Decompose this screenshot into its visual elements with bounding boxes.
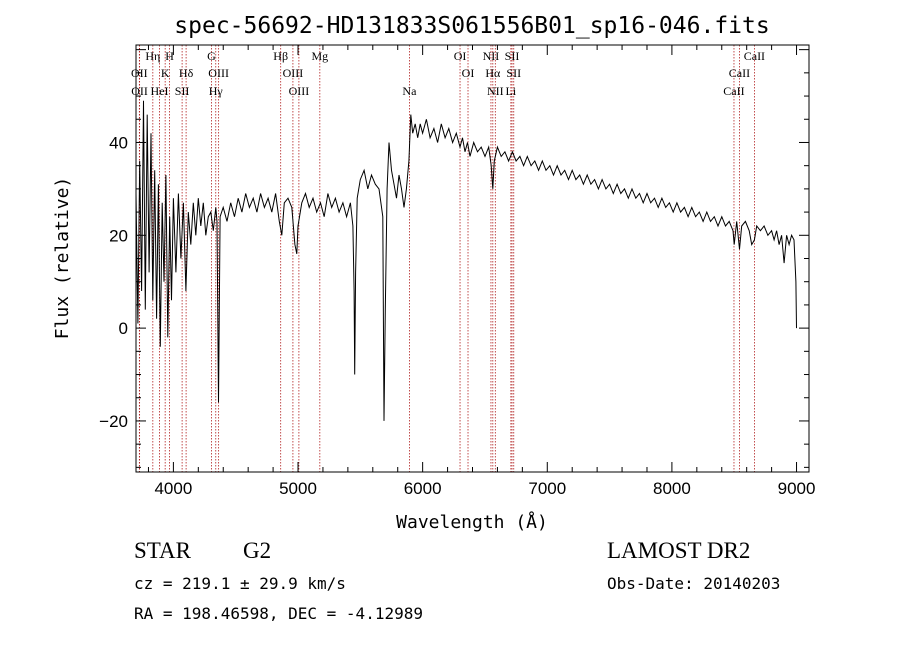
x-axis-label: Wavelength (Å) [396, 511, 548, 533]
x-tick-label: 5000 [279, 479, 317, 498]
spectral-line-label: H [165, 49, 174, 63]
x-tick-label: 8000 [653, 479, 691, 498]
spectral-line-label: Hβ [273, 49, 288, 63]
spectral-line-label: G [207, 49, 216, 63]
spectral-line-label: CaII [723, 84, 744, 98]
spectral-line-label: Hδ [179, 66, 194, 80]
x-tick-label: 6000 [404, 479, 442, 498]
spectral-line-label: OII [131, 84, 148, 98]
spectral-line-label: K [161, 66, 170, 80]
spectral-line-label: OIII [208, 66, 229, 80]
x-tick-label: 7000 [528, 479, 566, 498]
spectral-line-label: HeI [151, 84, 169, 98]
spectral-line-label: SII [505, 49, 520, 63]
spectral-line-markers [138, 45, 755, 472]
chart-title: spec-56692-HD131833S061556B01_sp16-046.f… [174, 13, 769, 39]
spectral-line-label: OI [454, 49, 467, 63]
spectral-line-label: SII [175, 84, 190, 98]
y-tick-label: 40 [109, 133, 128, 152]
spectral-line-label: Hη [145, 49, 160, 63]
redshift-velocity: cz = 219.1 ± 29.9 km/s [134, 574, 346, 593]
y-tick-label: 20 [109, 226, 128, 245]
spectral-line-label: NII [483, 49, 500, 63]
x-tick-label: 4000 [154, 479, 192, 498]
x-tick-label: 9000 [778, 479, 816, 498]
object-subclass: G2 [243, 538, 272, 563]
spectral-line-label: OIII [289, 84, 310, 98]
spectral-line-label: OI [462, 66, 475, 80]
spectral-line-label: Mg [311, 49, 328, 63]
spectral-line-label: Na [402, 84, 417, 98]
y-tick-label: −20 [99, 412, 128, 431]
axis-tick-labels: 4000 5000 6000 7000 8000 9000 −20 0 20 40 [99, 133, 815, 498]
y-tick-label: 0 [119, 319, 128, 338]
y-axis-label: Flux (relative) [52, 177, 73, 340]
spectrum-series-line [135, 100, 797, 421]
survey-name: LAMOST DR2 [607, 538, 751, 563]
spectral-line-label: SII [506, 66, 521, 80]
spectral-line-label: CaII [729, 66, 750, 80]
spectral-line-label: CaII [744, 49, 765, 63]
spectral-line-label: OIII [283, 66, 304, 80]
spectral-line-label: NII [487, 84, 504, 98]
plot-frame [135, 44, 810, 473]
coordinates: RA = 198.46598, DEC = -4.12989 [134, 604, 423, 623]
spectral-line-label: Hγ [209, 84, 224, 98]
spectral-line-label: Hα [485, 66, 501, 80]
axis-ticks [136, 45, 809, 472]
observation-date: Obs-Date: 20140203 [607, 574, 781, 593]
spectral-line-label: Li [506, 84, 517, 98]
object-class: STAR [134, 538, 191, 563]
